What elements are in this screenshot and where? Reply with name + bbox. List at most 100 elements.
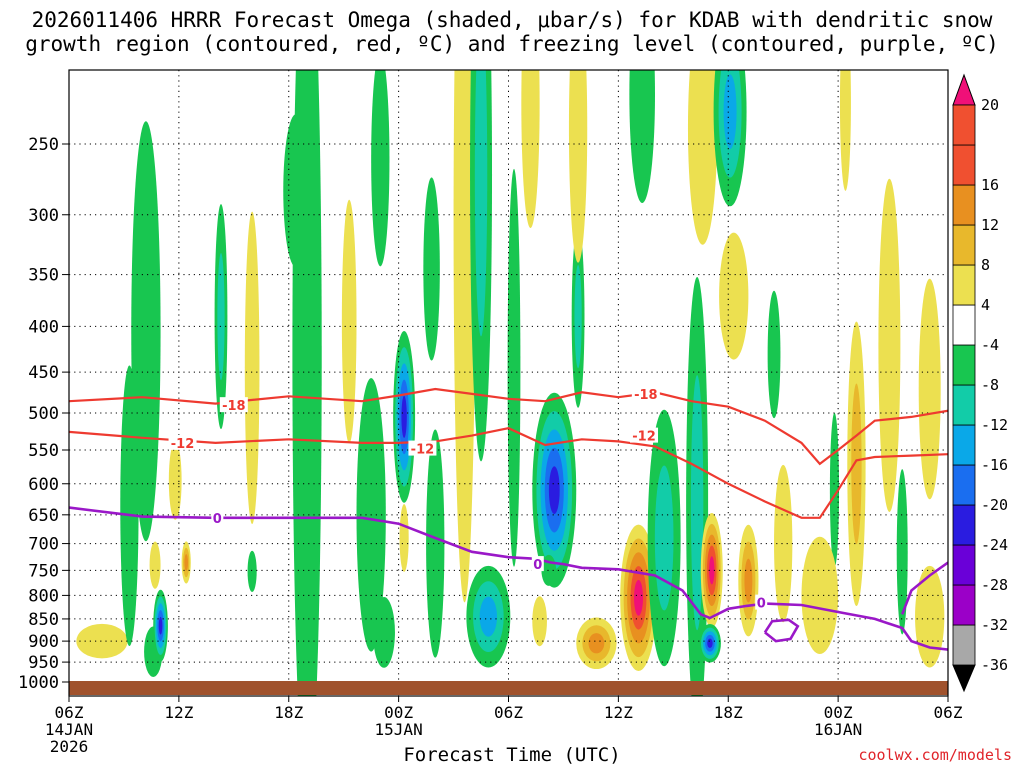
omega-cell-39 xyxy=(698,623,721,663)
omega-cell-34 xyxy=(657,0,690,44)
omega-band-40-2 xyxy=(723,74,737,149)
colorbar-label-7: -8 xyxy=(981,376,999,394)
omega-cell-31 xyxy=(576,617,617,670)
omega-band-49-0 xyxy=(839,70,851,191)
omega-band-16-4 xyxy=(401,395,407,438)
omega-cell-22 xyxy=(470,70,493,462)
omega-cell-49 xyxy=(839,70,851,191)
contour-label-fz0-0: 0 xyxy=(213,512,222,527)
ground-surface xyxy=(69,681,948,695)
colorbar-label-10: 8 xyxy=(981,256,990,274)
omega-cell-41 xyxy=(719,232,749,360)
x-tick-label-18: 00Z xyxy=(384,703,413,722)
omega-cell-19 xyxy=(423,177,440,361)
colorbar-segment-1 xyxy=(952,584,976,626)
colorbar-segment-11 xyxy=(952,184,976,226)
omega-band-50-0 xyxy=(896,469,908,635)
omega-cell-26 xyxy=(532,392,577,588)
omega-cell-13 xyxy=(341,199,357,444)
omega-band-36-1 xyxy=(690,375,704,631)
chart-title: 2026011406 HRRR Forecast Omega (shaded, … xyxy=(0,8,1024,56)
colorbar-segment-3 xyxy=(952,504,976,546)
colorbar-label-3: -24 xyxy=(981,536,1008,554)
contour-label-m18-1: -18 xyxy=(634,388,658,403)
colorbar-label-1: -32 xyxy=(981,616,1008,634)
colorbar-label-0: -36 xyxy=(981,656,1008,674)
omega-cell-16 xyxy=(393,330,416,503)
contour-m12 xyxy=(69,427,948,519)
colorbar-segment-7 xyxy=(952,344,976,386)
credit-text: coolwx.com/models xyxy=(858,746,1012,764)
omega-band-46-0 xyxy=(801,536,839,655)
contour-label-m18-0: -18 xyxy=(222,399,246,414)
omega-cell-40 xyxy=(713,70,747,207)
omega-band-12-0 xyxy=(292,70,322,696)
contour-label-m12-1: -12 xyxy=(411,443,435,458)
omega-cell-29 xyxy=(571,225,585,408)
omega-band-8-1 xyxy=(217,252,225,381)
x-tick-label-36: 18Z xyxy=(714,703,743,722)
y-tick-label-1000: 1000 xyxy=(18,673,59,693)
colorbar-label-8: -4 xyxy=(981,336,999,354)
omega-band-7-2 xyxy=(184,554,189,571)
colorbar-segment-10 xyxy=(952,224,976,266)
colorbar-label-13: 20 xyxy=(981,96,999,114)
colorbar-segment-12 xyxy=(952,144,976,186)
grid-layer xyxy=(68,70,949,696)
contour-label-bg-m12-0 xyxy=(168,434,197,450)
omega-band-21-0 xyxy=(453,70,476,603)
omega-band-25-0 xyxy=(521,70,540,228)
omega-band-20-0 xyxy=(426,429,445,658)
omega-cell-8 xyxy=(214,204,228,430)
omega-band-10-0 xyxy=(247,550,257,593)
omega-band-44-0 xyxy=(774,464,793,623)
omega-cell-36 xyxy=(686,277,709,696)
x-tick-sublabel-18: 15JAN xyxy=(375,720,423,739)
omega-band-3-0 xyxy=(149,541,161,589)
y-tick-label-950: 950 xyxy=(28,653,59,673)
omega-cell-25 xyxy=(521,70,540,228)
y-tick-label-550: 550 xyxy=(28,441,59,461)
y-tick-label-600: 600 xyxy=(28,475,59,495)
colorbar-segment-2 xyxy=(952,544,976,586)
omega-band-35-1 xyxy=(654,465,674,611)
colorbar-label-2: -28 xyxy=(981,576,1008,594)
y-tick-label-750: 750 xyxy=(28,561,59,581)
omega-band-39-4 xyxy=(707,638,713,648)
omega-band-6-0 xyxy=(168,441,182,520)
omega-cell-33 xyxy=(629,70,655,203)
contour-fz0 xyxy=(69,506,948,651)
omega-band-0-0 xyxy=(76,623,128,659)
colorbar-label-4: -20 xyxy=(981,496,1008,514)
contour-label-m12-0: -12 xyxy=(171,437,195,452)
omega-band-19-0 xyxy=(423,177,440,361)
omega-cell-3 xyxy=(149,541,161,589)
x-tick-label-0: 06Z xyxy=(55,703,84,722)
omega-band-9-0 xyxy=(244,211,260,524)
omega-band-31-2 xyxy=(588,633,605,654)
omega-band-43-0 xyxy=(767,290,781,419)
x-tick-sublabel-42: 16JAN xyxy=(814,720,862,739)
omega-cell-6 xyxy=(168,441,182,520)
omega-band-23-2 xyxy=(479,596,498,637)
x-tick-label-12: 18Z xyxy=(274,703,303,722)
contour-fz0_loop xyxy=(763,618,800,643)
contour-fz0_tail xyxy=(900,561,948,615)
x-tick-label-24: 06Z xyxy=(494,703,523,722)
contour-label-m12-2: -12 xyxy=(632,430,656,445)
omega-band-18-0 xyxy=(372,597,395,668)
omega-cell-7 xyxy=(181,541,191,584)
contour-label-fz0-1: 0 xyxy=(533,558,542,573)
x-tick-label-6: 12Z xyxy=(164,703,193,722)
omega-band-32-4 xyxy=(634,579,644,616)
contour-label-fz0-2: 0 xyxy=(757,597,766,612)
colorbar: -36 -32 -28 -24 -20 -16 -12 -8 -4 4 8 12 16 20 xyxy=(952,73,1008,693)
colorbar-label-5: -16 xyxy=(981,456,1008,474)
omega-band-37-0 xyxy=(687,70,718,245)
y-tick-label-400: 400 xyxy=(28,317,59,337)
omega-band-38-4 xyxy=(709,556,715,585)
colorbar-label-12: 16 xyxy=(981,176,999,194)
omega-cell-17 xyxy=(399,504,409,572)
omega-cell-23 xyxy=(466,565,511,668)
